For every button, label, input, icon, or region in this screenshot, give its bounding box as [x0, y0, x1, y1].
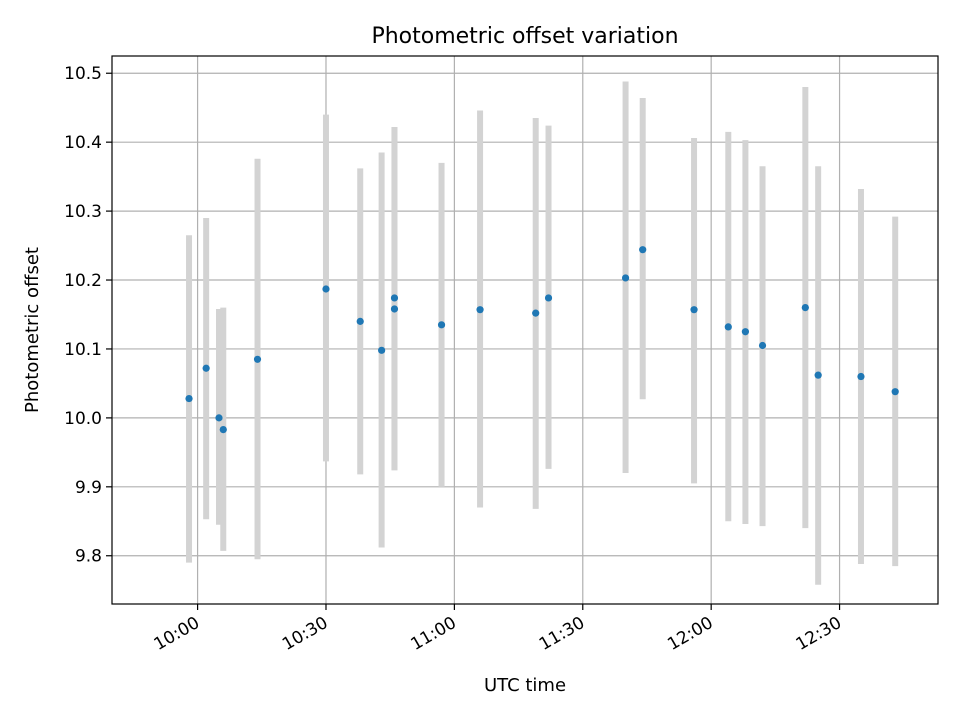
data-point [476, 306, 484, 314]
data-point [378, 346, 386, 354]
y-tick-label: 9.9 [75, 478, 102, 498]
data-point [390, 305, 399, 313]
data-point [356, 317, 364, 325]
data-point [801, 303, 809, 312]
data-point [215, 414, 223, 422]
y-tick-label: 10.1 [64, 340, 102, 360]
data-point [390, 294, 399, 302]
data-points [185, 246, 899, 434]
data-point [532, 309, 540, 317]
data-point [639, 246, 647, 254]
y-tick-label: 10.2 [64, 271, 102, 291]
y-tick-label: 10.4 [64, 133, 102, 153]
plot-frame [111, 55, 939, 605]
y-tick-label: 10.3 [64, 202, 102, 222]
y-tick-label: 9.8 [75, 547, 102, 567]
y-tick-label: 10.5 [64, 64, 102, 84]
data-point [814, 371, 822, 379]
data-point [724, 323, 732, 331]
data-point [544, 294, 553, 302]
data-point [202, 364, 210, 372]
data-point [741, 328, 750, 336]
data-point [185, 394, 193, 403]
data-point [253, 355, 262, 363]
data-point [219, 426, 227, 434]
x-axis-label: UTC time [484, 675, 566, 696]
chart-title: Photometric offset variation [371, 24, 678, 49]
data-point [322, 285, 330, 293]
data-point [621, 274, 630, 282]
data-point [891, 388, 899, 396]
grid [112, 56, 938, 604]
data-point [690, 306, 698, 314]
y-axis-label: Photometric offset [22, 247, 43, 413]
data-point [437, 321, 446, 329]
data-point [857, 372, 865, 381]
y-tick-label: 10.0 [64, 409, 102, 429]
data-point [758, 341, 767, 350]
